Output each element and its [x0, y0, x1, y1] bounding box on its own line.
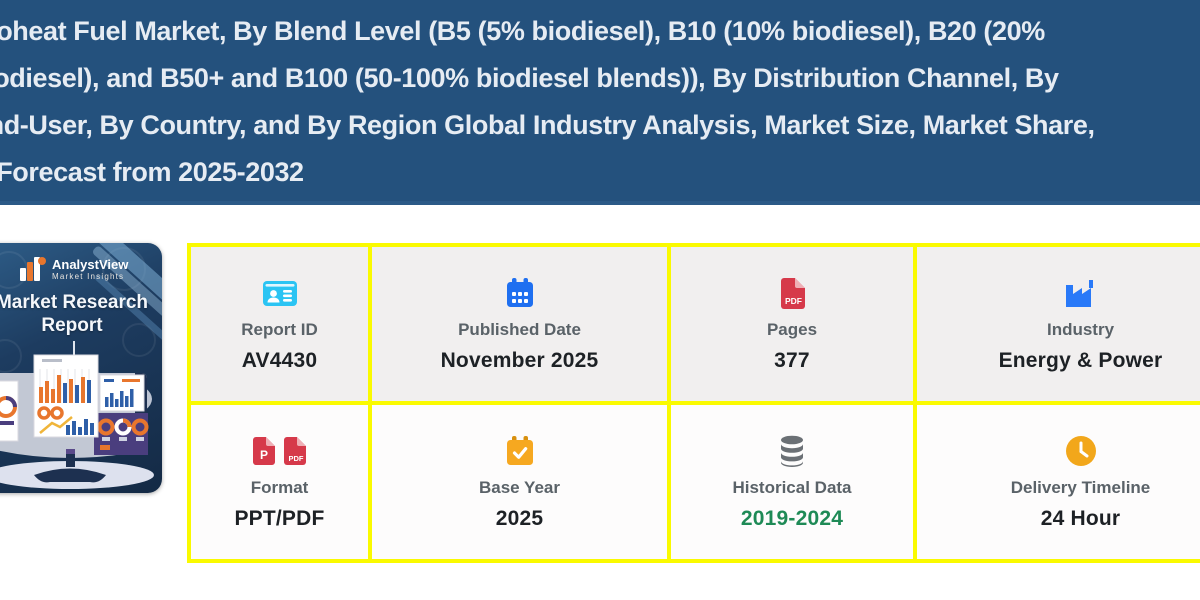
historical-data-cell: Historical Data 2019-2024	[671, 405, 913, 559]
report-title-line: biodiesel), and B50+ and B100 (50-100% b…	[0, 63, 1059, 93]
cell-value: 377	[774, 349, 810, 372]
pages-cell: PDF Pages 377	[671, 247, 913, 401]
cell-value: 24 Hour	[1040, 507, 1121, 530]
cover-title-line: Market Research	[0, 292, 149, 313]
report-title: Bioheat Fuel Market, By Blend Level (B5 …	[0, 8, 1095, 196]
format-cell: P PDF Format PPT/PDF	[191, 405, 368, 559]
ppt-file-icon: P	[253, 437, 275, 465]
report-id-cell: Report ID AV4430	[191, 247, 368, 401]
pdf-file-icon: PDF	[284, 437, 306, 465]
base-year-cell: Base Year 2025	[372, 405, 667, 559]
brand-tagline: Market Insights	[52, 272, 125, 281]
cell-value: PPT/PDF	[234, 507, 325, 530]
cell-label: Base Year	[479, 478, 560, 497]
report-title-line: End-User, By Country, and By Region Glob…	[0, 110, 1095, 140]
report-title-line: & Forecast from 2025-2032	[0, 157, 304, 187]
cell-value: AV4430	[241, 349, 318, 372]
delivery-timeline-cell: Delivery Timeline 24 Hour	[917, 405, 1200, 559]
brand-text: AnalystView Market Insights	[52, 258, 128, 282]
cell-label: Published Date	[458, 320, 581, 339]
calendar-check-icon	[505, 433, 535, 469]
cell-value: Energy & Power	[998, 349, 1163, 372]
id-card-icon	[262, 275, 298, 311]
report-title-banner: Bioheat Fuel Market, By Blend Level (B5 …	[0, 0, 1200, 205]
logo-bar-chart-icon	[20, 257, 46, 283]
cell-value: 2025	[495, 507, 544, 530]
database-icon	[778, 433, 806, 469]
cell-label: Industry	[1046, 320, 1115, 339]
cell-label: Historical Data	[732, 478, 852, 497]
svg-text:P: P	[260, 448, 268, 462]
svg-text:PDF: PDF	[785, 296, 802, 306]
report-title-line: Bioheat Fuel Market, By Blend Level (B5 …	[0, 16, 1045, 46]
clock-icon	[1065, 433, 1097, 469]
cell-label: Delivery Timeline	[1010, 478, 1151, 497]
cell-value: 2019-2024	[740, 507, 844, 530]
cover-title-line: Report	[41, 315, 103, 336]
cell-label: Pages	[766, 320, 818, 339]
cell-label: Report ID	[241, 320, 318, 339]
factory-icon	[1064, 275, 1098, 311]
cell-label: Format	[250, 478, 309, 497]
report-cover-image: AnalystView Market Insights Market Resea…	[0, 243, 162, 493]
report-info-grid: Report ID AV4430 Published Date November…	[187, 243, 1200, 563]
cover-title: Market Research Report	[0, 291, 162, 337]
pdf-file-icon: PDF	[779, 275, 806, 311]
brand-name: AnalystView	[52, 257, 129, 272]
monitor-charts-illustration	[0, 341, 154, 489]
svg-text:PDF: PDF	[289, 454, 304, 463]
published-date-cell: Published Date November 2025	[372, 247, 667, 401]
calendar-icon	[505, 275, 535, 311]
ppt-pdf-file-icons: P PDF	[252, 433, 307, 469]
industry-cell: Industry Energy & Power	[917, 247, 1200, 401]
cell-value: November 2025	[440, 349, 599, 372]
analystview-logo: AnalystView Market Insights	[0, 243, 162, 283]
doodle-pattern	[122, 323, 156, 357]
